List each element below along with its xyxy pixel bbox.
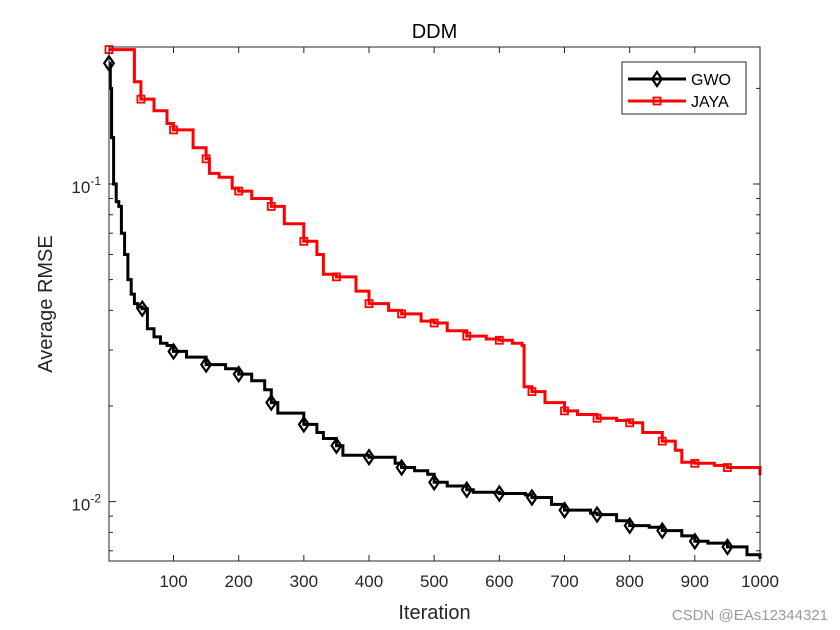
data-point-marker [136, 299, 149, 318]
x-tick-label: 500 [420, 572, 448, 591]
series-line-jaya [109, 48, 762, 476]
data-point-marker [560, 406, 569, 416]
x-tick-label: 700 [550, 572, 578, 591]
x-tick-label: 100 [159, 572, 187, 591]
x-tick-label: 200 [224, 572, 252, 591]
x-axis-label: Iteration [398, 602, 470, 624]
data-point-marker [362, 448, 376, 467]
legend: GWO JAYA [621, 61, 747, 115]
data-point-marker [462, 331, 472, 341]
data-point-marker [656, 521, 669, 540]
data-point-marker [690, 458, 700, 468]
data-point-marker [592, 413, 602, 423]
tick-labels: 100 200 300 400 500 600 700 800 900 1000 10-1 10-2 [71, 174, 779, 591]
data-point-marker [625, 418, 635, 428]
data-point-marker [558, 501, 571, 520]
watermark: CSDN @EAs12344321 [671, 607, 828, 624]
data-point-marker [330, 436, 343, 455]
data-point-marker [460, 480, 473, 499]
series-jaya [104, 45, 762, 476]
y-axis-label: Average RMSE [35, 235, 57, 372]
data-point-marker [265, 393, 278, 412]
data-point-marker [201, 154, 211, 164]
plot-area [109, 47, 760, 561]
data-point-marker [428, 473, 441, 492]
x-tick-label: 400 [355, 572, 383, 591]
chart-title: DDM [412, 21, 458, 43]
legend-box [621, 61, 747, 115]
plot-frame [108, 46, 761, 562]
x-tick-label: 900 [681, 572, 709, 591]
data-point-marker [650, 70, 664, 88]
data-point-marker [169, 125, 178, 135]
series-layer [102, 45, 762, 559]
data-point-marker [199, 355, 213, 374]
x-tick-label: 800 [615, 572, 643, 591]
series-gwo [102, 54, 762, 559]
data-point-marker [297, 415, 310, 434]
data-point-marker [623, 516, 636, 535]
x-tick-label: 1000 [741, 572, 779, 591]
data-point-marker [364, 299, 374, 309]
x-tick-label: 600 [485, 572, 513, 591]
data-point-marker [721, 537, 734, 556]
data-point-marker [167, 342, 180, 361]
data-point-marker [688, 532, 701, 551]
data-point-marker [590, 505, 604, 524]
data-point-marker [232, 365, 245, 384]
legend-label-jaya: JAYA [691, 94, 729, 111]
data-point-marker [397, 309, 406, 319]
series-line-gwo [108, 61, 762, 559]
data-point-marker [429, 318, 439, 328]
y-tick-label: 10-2 [71, 492, 101, 515]
legend-label-gwo: GWO [691, 72, 731, 89]
data-point-marker [395, 458, 408, 477]
data-point-marker [234, 186, 244, 196]
x-tick-label: 300 [290, 572, 318, 591]
data-point-marker [723, 463, 732, 472]
y-tick-label: 10-1 [71, 174, 101, 197]
data-point-marker [525, 488, 539, 507]
data-point-marker [652, 96, 662, 106]
data-point-marker [657, 436, 667, 446]
data-point-marker [493, 484, 506, 503]
data-point-marker [136, 94, 146, 104]
data-point-marker [332, 272, 341, 282]
data-point-marker [527, 387, 537, 396]
data-point-marker [299, 236, 309, 246]
data-point-marker [266, 202, 276, 211]
data-point-marker [494, 335, 504, 345]
